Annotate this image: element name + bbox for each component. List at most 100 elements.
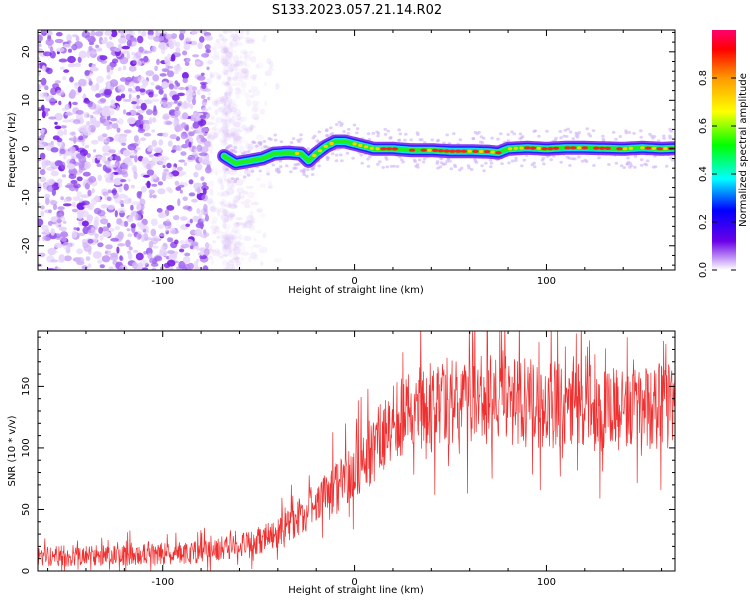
heatmap-noise-cell	[239, 55, 243, 60]
heatmap-noise-cell	[174, 239, 179, 245]
heatmap-noise-cell	[123, 109, 127, 115]
heatmap-halo-cell	[346, 132, 351, 135]
heatmap-noise-cell	[41, 159, 50, 167]
heatmap-noise-cell	[193, 171, 199, 178]
heatmap-noise-cell	[228, 93, 232, 98]
heatmap-halo-cell	[489, 165, 493, 169]
heatmap-noise-cell	[78, 135, 84, 141]
heatmap-noise-cell	[161, 81, 169, 89]
heatmap-halo-cell	[417, 158, 422, 162]
heatmap-noise-cell	[63, 69, 70, 73]
heatmap-noise-cell	[225, 62, 232, 69]
heatmap-noise-cell	[104, 250, 112, 256]
heatmap-noise-cell	[240, 245, 247, 252]
heatmap-noise-cell	[240, 67, 246, 74]
heatmap-noise-cell	[194, 163, 203, 171]
heatmap-noise-cell	[110, 118, 118, 122]
heatmap-noise-cell	[124, 98, 132, 102]
heatmap-noise-cell	[264, 100, 268, 107]
heatmap-halo-cell	[330, 152, 335, 156]
heatmap-noise-cell	[213, 122, 219, 128]
heatmap-noise-cell	[54, 112, 63, 121]
heatmap-noise-cell	[240, 257, 244, 262]
colorbar: 0.0 0.2 0.4 0.6 0.8 Normalized spectral ampl…	[698, 30, 749, 278]
heatmap-halo-cell	[258, 169, 263, 173]
heatmap-noise-cell	[225, 110, 231, 118]
heatmap-halo-cell	[292, 166, 296, 170]
heatmap-noise-cell	[192, 112, 201, 119]
heatmap-noise-cell	[153, 146, 163, 153]
heatmap-noise-cell	[73, 136, 77, 144]
heatmap-noise-cell	[131, 184, 135, 189]
heatmap-noise-cell	[227, 260, 235, 267]
heatmap-halo-cell	[490, 136, 494, 140]
heatmap-noise-cell	[232, 55, 240, 62]
heatmap-noise-cell	[106, 81, 111, 89]
heatmap-halo-cell	[489, 161, 494, 165]
heatmap-noise-cell	[194, 188, 203, 193]
heatmap-noise-cell	[135, 213, 142, 222]
heatmap-noise-cell	[222, 47, 230, 52]
heatmap-halo-cell	[273, 138, 278, 142]
heatmap-noise-cell	[101, 136, 111, 143]
heatmap-noise-cell	[69, 76, 74, 83]
heatmap-halo-cell	[563, 128, 568, 132]
heatmap-noise-cell	[135, 252, 144, 261]
heatmap-noise-cell	[201, 107, 208, 113]
heatmap-halo-cell	[389, 164, 394, 168]
heatmap-halo-cell	[271, 163, 276, 167]
heatmap-noise-cell	[121, 45, 130, 50]
heatmap-noise-cell	[216, 75, 222, 81]
ridge-peak-cell	[467, 149, 472, 153]
heatmap-noise-cell	[225, 104, 234, 113]
heatmap-noise-cell	[212, 249, 217, 257]
heatmap-noise-cell	[167, 65, 174, 69]
y-tick-label: 20	[21, 45, 32, 58]
ridge-peak-cell	[663, 147, 668, 151]
heatmap-noise-cell	[246, 36, 250, 41]
heatmap-noise-cell	[239, 145, 245, 154]
heatmap-noise-cell	[173, 65, 180, 71]
heatmap-noise-cell	[222, 267, 227, 270]
heatmap-noise-cell	[78, 50, 88, 59]
heatmap-noise-cell	[148, 240, 154, 249]
heatmap-noise-cell	[39, 92, 48, 99]
heatmap-noise-cell	[253, 116, 260, 121]
heatmap-noise-cell	[165, 173, 174, 180]
heatmap-noise-cell	[223, 119, 228, 124]
heatmap-noise-cell	[152, 74, 160, 82]
heatmap-halo-cell	[409, 138, 414, 142]
ridge-peak-cell	[443, 149, 450, 153]
heatmap-noise-cell	[223, 235, 228, 240]
heatmap-noise-cell	[106, 196, 112, 202]
heatmap-halo-cell	[345, 151, 350, 155]
heatmap-halo-cell	[415, 163, 420, 167]
heatmap-noise-cell	[86, 113, 90, 118]
heatmap-noise-cell	[116, 246, 120, 254]
heatmap-noise-cell	[163, 168, 169, 173]
colorbar-tick-label: 0.2	[698, 214, 709, 230]
heatmap-noise-cell	[222, 243, 229, 252]
x-tick-label: -100	[151, 577, 174, 588]
heatmap-noise-cell	[230, 184, 235, 191]
heatmap-noise-cell	[263, 35, 267, 39]
ridge-peak-cell	[483, 150, 491, 154]
heatmap-noise-cell	[239, 139, 249, 145]
heatmap-halo-cell	[669, 129, 673, 133]
heatmap-noise-cell	[168, 267, 172, 270]
heatmap-noise-cell	[231, 226, 239, 233]
heatmap-noise-cell	[159, 232, 166, 237]
heatmap-noise-cell	[218, 234, 227, 239]
heatmap-noise-cell	[215, 116, 224, 124]
heatmap-noise-cell	[126, 112, 132, 116]
heatmap-halo-cell	[597, 156, 601, 160]
heatmap-noise-cell	[58, 254, 65, 262]
heatmap-noise-cell	[84, 70, 90, 76]
heatmap-noise-cell	[48, 98, 58, 102]
heatmap-noise-cell	[87, 102, 93, 108]
heatmap-noise-cell	[227, 84, 234, 88]
heatmap-noise-cell	[249, 246, 254, 250]
ridge-peak-cell	[375, 147, 380, 151]
heatmap-halo-cell	[246, 173, 251, 177]
heatmap-noise-cell	[159, 73, 167, 77]
